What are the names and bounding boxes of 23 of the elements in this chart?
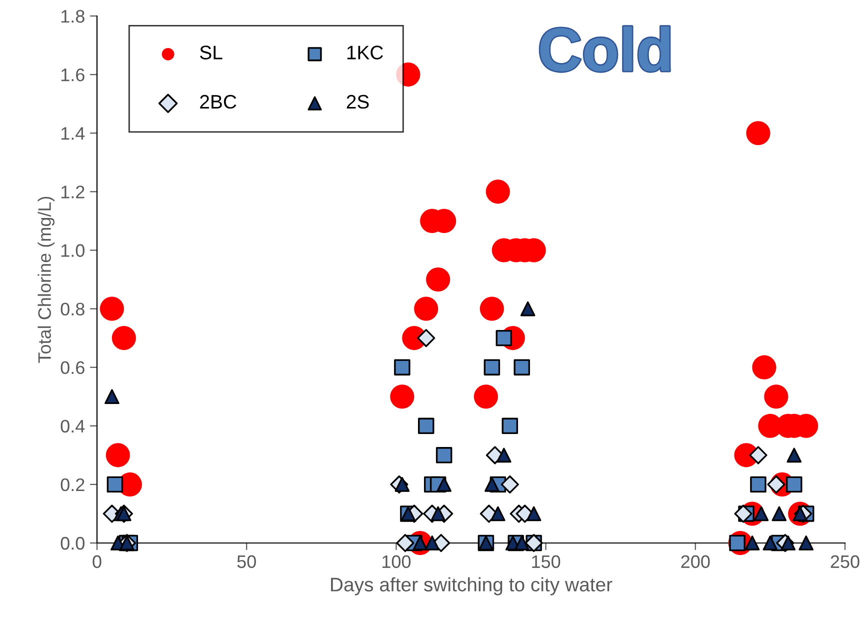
- y-axis-title: Total Chlorine (mg/L): [38, 196, 55, 363]
- y-tick-label: 0.6: [60, 361, 84, 374]
- y-tick-label: 1.2: [61, 186, 84, 198]
- x-tick-label: 150: [532, 555, 560, 568]
- x-tick-label: 50: [237, 555, 256, 568]
- y-tick-label: 1.8: [61, 10, 84, 23]
- y-tick-label: 1.0: [61, 244, 84, 257]
- x-tick-label: 200: [681, 555, 710, 568]
- x-axis-title: Days after switching to city water: [331, 577, 612, 596]
- legend-label: 2BC: [200, 94, 236, 109]
- legend-label: 2S: [346, 94, 369, 109]
- x-tick-label: 100: [382, 555, 411, 568]
- y-tick-label: 1.6: [61, 68, 84, 82]
- x-tick-label: 0: [92, 555, 102, 568]
- y-tick-label: 1.4: [61, 127, 85, 140]
- y-tick-label: 0.4: [60, 420, 85, 433]
- legend-label: 1KC: [347, 46, 383, 60]
- chart-title: Cold: [540, 26, 670, 72]
- y-tick-label: 0.0: [60, 536, 84, 550]
- y-tick-label: 0.2: [60, 478, 84, 492]
- legend-label: SL: [200, 46, 222, 60]
- x-tick-label: 250: [830, 555, 860, 568]
- y-tick-label: 0.8: [60, 302, 84, 316]
